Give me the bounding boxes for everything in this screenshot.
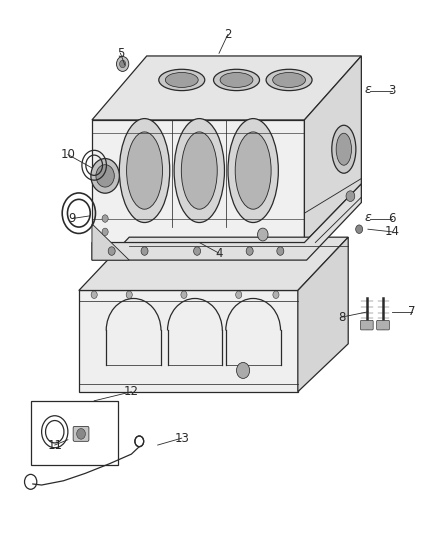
Circle shape [91,291,97,298]
Polygon shape [92,224,129,260]
Text: 12: 12 [124,385,139,398]
Ellipse shape [272,72,306,87]
Text: 10: 10 [60,148,75,161]
Polygon shape [304,56,361,243]
FancyBboxPatch shape [73,426,89,441]
Text: 6: 6 [388,212,396,225]
Polygon shape [92,56,361,120]
Ellipse shape [119,118,170,223]
Text: 7: 7 [408,305,416,318]
Text: 4: 4 [215,247,223,260]
Text: 5: 5 [117,47,124,60]
Ellipse shape [228,118,279,223]
FancyBboxPatch shape [360,320,373,330]
Text: 3: 3 [389,84,396,97]
Circle shape [102,215,108,222]
Circle shape [277,247,284,255]
Bar [31,401,118,465]
Circle shape [181,291,187,298]
Ellipse shape [332,125,356,173]
Circle shape [346,191,355,201]
Polygon shape [298,237,348,392]
Ellipse shape [159,69,205,91]
Ellipse shape [91,159,119,193]
Circle shape [117,56,129,71]
Ellipse shape [127,132,162,209]
Text: 8: 8 [338,311,345,324]
Text: ε: ε [364,211,371,224]
Circle shape [126,291,132,298]
Text: 9: 9 [68,212,76,225]
FancyBboxPatch shape [377,320,389,330]
Circle shape [120,60,126,68]
Circle shape [77,429,85,439]
Ellipse shape [266,69,312,91]
Circle shape [141,247,148,255]
Polygon shape [92,120,304,243]
Circle shape [102,228,108,236]
Ellipse shape [181,132,217,209]
Ellipse shape [220,72,253,87]
Circle shape [108,247,115,255]
Circle shape [356,225,363,233]
Circle shape [236,291,242,298]
Ellipse shape [174,118,225,223]
Ellipse shape [235,132,271,209]
Circle shape [273,291,279,298]
Text: 13: 13 [174,432,189,445]
Circle shape [246,247,253,255]
Ellipse shape [96,165,114,187]
Text: 14: 14 [385,225,399,238]
Ellipse shape [336,133,352,165]
Circle shape [258,228,268,241]
Text: ε: ε [364,83,371,96]
Polygon shape [92,184,361,260]
Polygon shape [79,237,348,290]
Polygon shape [79,290,298,392]
Ellipse shape [165,72,198,87]
Circle shape [194,247,201,255]
Text: 11: 11 [47,439,62,451]
Circle shape [237,362,250,378]
Ellipse shape [213,69,259,91]
Text: 2: 2 [224,28,232,41]
